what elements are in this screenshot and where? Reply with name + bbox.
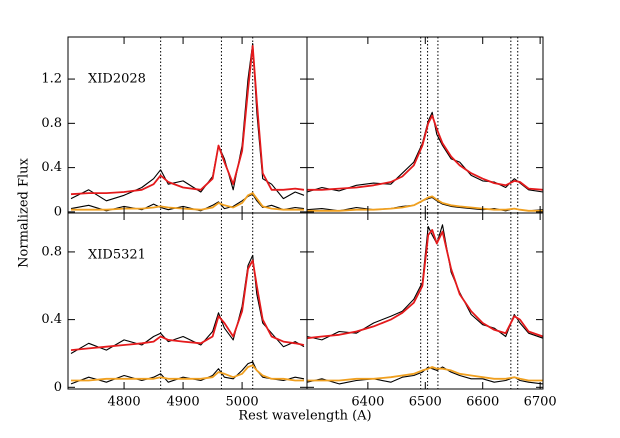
x-tick-label: 4900 (167, 395, 200, 410)
y-tick-label: 1.2 (41, 72, 62, 87)
spectrum-line (70, 259, 305, 351)
spectrum-line (70, 254, 305, 354)
panel-frame (306, 36, 544, 214)
y-tick-label: 0.4 (41, 312, 62, 327)
panel-frame (67, 212, 308, 390)
spectrum-line (70, 45, 305, 196)
panel-label: XID2028 (88, 72, 146, 87)
x-tick-label: 6600 (466, 395, 499, 410)
y-tick-label: 0 (54, 380, 62, 395)
x-tick-label: 6500 (409, 395, 442, 410)
spectrum-line (307, 114, 544, 191)
spectrum-line (306, 111, 544, 193)
y-tick-label: 0 (54, 204, 62, 219)
spectrum-line (306, 224, 544, 341)
y-axis-label: Normalized Flux (17, 157, 32, 267)
x-tick-label: 6700 (524, 395, 557, 410)
y-tick-label: 0.4 (41, 160, 62, 175)
y-tick-label: 0.8 (41, 244, 62, 259)
x-tick-label: 6400 (351, 395, 384, 410)
x-tick-label: 5000 (226, 395, 259, 410)
x-tick-label: 4800 (108, 395, 141, 410)
spectrum-line (70, 43, 305, 202)
spectrum-line (71, 364, 304, 382)
panel-frame (67, 36, 308, 214)
x-axis-label: Rest wavelength (A) (238, 409, 371, 424)
y-tick-label: 0.8 (41, 116, 62, 131)
spectrum-line (306, 229, 544, 340)
panel-label: XID5321 (88, 248, 146, 263)
spectrum-line (307, 366, 543, 382)
spectrum-line (70, 361, 305, 385)
panel-frame (306, 212, 544, 390)
spectrum-line (71, 192, 304, 211)
